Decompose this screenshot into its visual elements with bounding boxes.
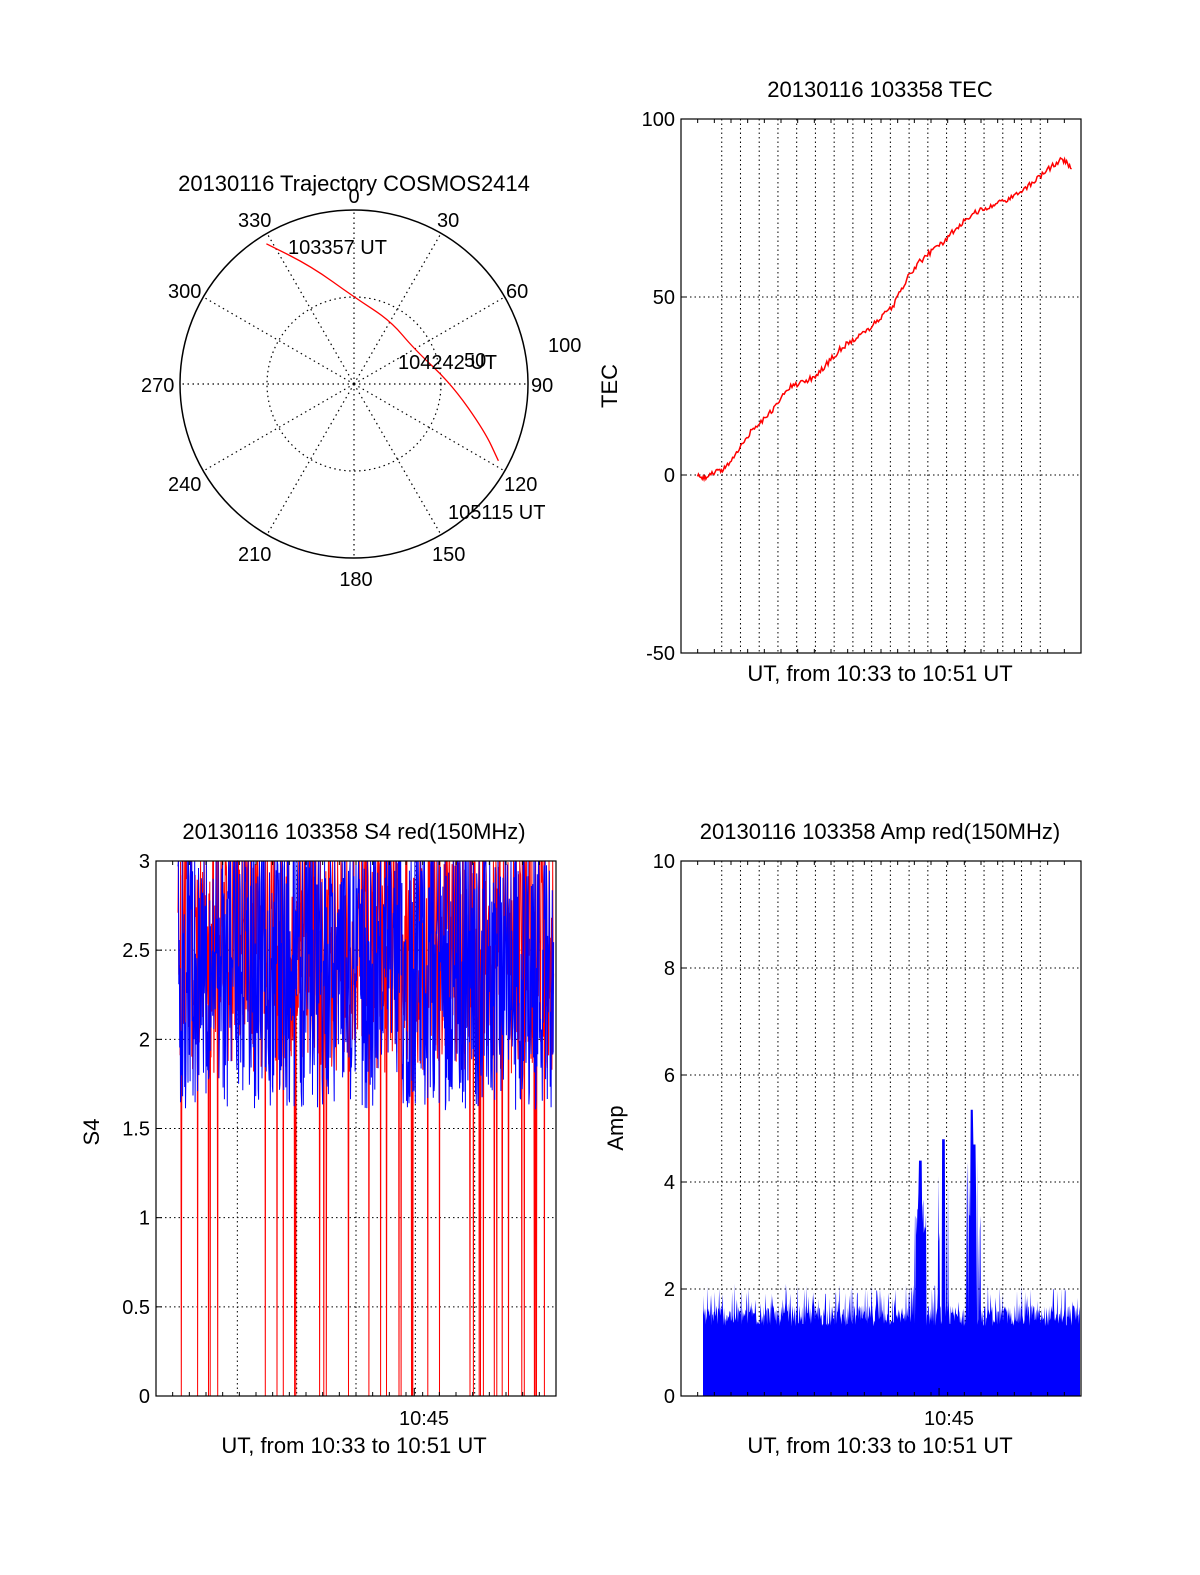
amp-yticks-label-2: 6 (664, 1065, 675, 1087)
polar-angle-label-90: 90 (531, 375, 553, 397)
s4-yticks-label-2: 2 (139, 1029, 150, 1051)
amp-yticks-label-3: 4 (664, 1172, 675, 1194)
polar-inner-ring (266, 296, 442, 472)
tec-y-ticks: 100 50 0 -50 (642, 109, 1065, 665)
polar-angle-label-300: 300 (168, 281, 201, 303)
s4-x-tick-label: 10:45 (399, 1408, 449, 1430)
s4-y-ticks: 3 2.5 2 1.5 1 0.5 0 (122, 851, 540, 1408)
amp-y-axis-label: Amp (603, 1105, 628, 1150)
polar-angle-label-210: 210 (238, 544, 271, 566)
s4-yticks-label-1: 2.5 (122, 940, 150, 962)
amp-series-blue (703, 1109, 1080, 1396)
polar-angle-label-180: 180 (339, 569, 372, 591)
tec-yticks-label-0: 100 (642, 109, 675, 131)
polar-spoke-330 (266, 233, 355, 385)
amp-area-chart: 20130116 103358 Amp red(150MHz) 1086420 … (603, 819, 1082, 1458)
trajectory-polar-chart: 20130116 Trajectory COSMOS2414 0 30 60 90 12… (141, 171, 581, 591)
s4-yticks-label-5: 0.5 (122, 1297, 150, 1319)
amp-yticks-label-4: 2 (664, 1279, 675, 1301)
polar-grid (179, 209, 529, 559)
polar-angle-label-0: 0 (348, 186, 359, 208)
trajectory-annotation-mid: 104242 UT (398, 352, 497, 374)
amp-yticks-label-1: 8 (664, 958, 675, 980)
tec-x-axis-label: UT, from 10:33 to 10:51 UT (747, 661, 1012, 686)
s4-yticks-label-3: 1.5 (122, 1119, 150, 1141)
tec-yticks-label-2: 0 (664, 465, 675, 487)
tec-title: 20130116 103358 TEC (767, 77, 993, 102)
polar-angle-labels: 0 30 60 90 120 150 180 210 240 270 300 330 (141, 186, 553, 591)
amp-y-ticks: 10 8 6 4 2 0 (653, 851, 1065, 1408)
s4-line-chart: 20130116 103358 S4 red(150MHz) 3 2.5 2 1.5 1… (79, 819, 557, 1458)
amp-x-axis-label: UT, from 10:33 to 10:51 UT (747, 1433, 1012, 1458)
trajectory-series-line (266, 243, 499, 462)
polar-spoke-30 (353, 233, 442, 385)
polar-angle-label-30: 30 (437, 210, 459, 232)
polar-spoke-150 (353, 383, 442, 535)
s4-series-blue (177, 860, 555, 1111)
s4-yticks-label-4: 1 (139, 1208, 150, 1230)
tec-yticks-label-1: 50 (653, 287, 675, 309)
polar-angle-label-330: 330 (238, 210, 271, 232)
polar-spoke-210 (266, 383, 355, 535)
trajectory-annotation-end: 105115 UT (448, 502, 545, 524)
tec-y-axis-label: TEC (597, 364, 622, 408)
polar-spoke-60 (353, 296, 505, 385)
polar-outer-ring (179, 209, 529, 559)
amp-x-tick-label: 10:45 (924, 1408, 974, 1430)
tec-grid (681, 119, 1081, 653)
s4-title: 20130116 103358 S4 red(150MHz) (182, 819, 525, 844)
polar-spoke-300 (203, 296, 355, 385)
trajectory-annotation-start: 103357 UT (288, 237, 387, 259)
tec-line-chart: 20130116 103358 TEC 100 50 0 -50 UT, from 1… (597, 77, 1082, 686)
polar-angle-label-120: 120 (504, 474, 537, 496)
polar-radius-label-100: 100 (548, 335, 581, 357)
polar-angle-label-150: 150 (432, 544, 465, 566)
s4-yticks-label-6: 0 (139, 1386, 150, 1408)
polar-angle-label-60: 60 (506, 281, 528, 303)
amp-title: 20130116 103358 Amp red(150MHz) (700, 819, 1060, 844)
tec-series-line (696, 156, 1072, 483)
polar-spoke-120 (353, 383, 505, 472)
amp-yticks-label-5: 0 (664, 1386, 675, 1408)
amp-yticks-label-0: 10 (653, 851, 675, 873)
trajectory-title: 20130116 Trajectory COSMOS2414 (178, 171, 530, 196)
polar-angle-label-270: 270 (141, 375, 174, 397)
polar-spoke-240 (203, 383, 355, 472)
tec-plot-frame (680, 118, 1082, 654)
s4-x-axis-label: UT, from 10:33 to 10:51 UT (221, 1433, 486, 1458)
s4-y-axis-label: S4 (79, 1119, 104, 1146)
polar-angle-label-240: 240 (168, 474, 201, 496)
s4-yticks-label-0: 3 (139, 851, 150, 873)
tec-yticks-label-3: -50 (646, 643, 675, 665)
polar-radius-label-50: 50 (464, 350, 486, 372)
